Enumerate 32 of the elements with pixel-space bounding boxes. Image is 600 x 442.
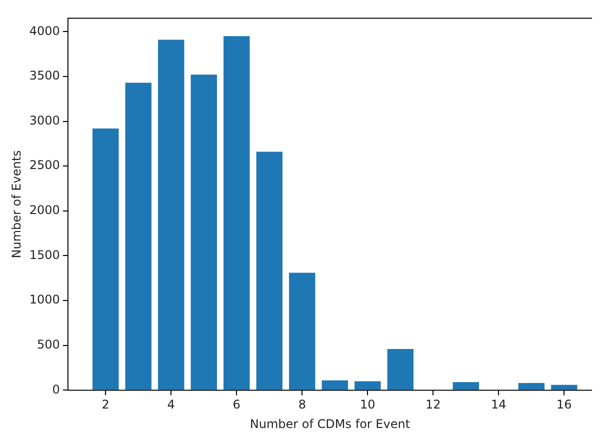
bar [452, 382, 479, 390]
x-tick-label: 4 [167, 398, 175, 412]
y-tick-label: 1500 [29, 248, 60, 262]
x-tick-label: 16 [556, 398, 572, 412]
bar [125, 82, 152, 390]
bar [354, 381, 381, 390]
bar [289, 272, 316, 390]
x-tick-label: 8 [298, 398, 306, 412]
bar [190, 74, 217, 390]
y-tick-label: 1000 [29, 292, 60, 307]
y-tick-label: 3000 [29, 113, 60, 128]
y-tick-label: 2500 [29, 158, 60, 172]
y-axis-title: Number of Events [9, 150, 24, 258]
y-tick-label: 500 [37, 338, 60, 352]
x-tick-label: 10 [360, 398, 376, 412]
y-tick-label: 4000 [29, 24, 60, 38]
x-tick-label: 6 [232, 398, 240, 412]
bar [158, 40, 184, 390]
x-tick-label: 12 [426, 398, 441, 412]
y-tick-label: 2000 [29, 203, 60, 218]
x-tick-label: 2 [102, 398, 110, 412]
x-tick-label: 14 [491, 398, 506, 412]
bar [224, 36, 250, 390]
bar [518, 383, 545, 390]
bar [551, 384, 578, 390]
x-axis-title: Number of CDMs for Event [250, 416, 410, 431]
bar [387, 348, 414, 390]
bar [256, 152, 282, 390]
bar [92, 128, 119, 390]
bar [322, 380, 348, 390]
y-tick-label: 3500 [29, 68, 60, 83]
y-tick-label: 0 [52, 382, 60, 396]
